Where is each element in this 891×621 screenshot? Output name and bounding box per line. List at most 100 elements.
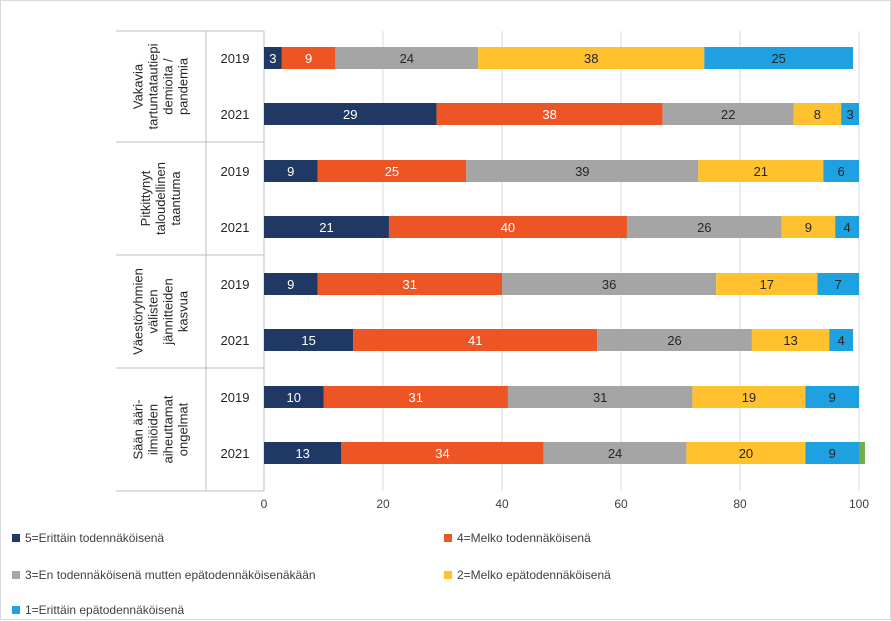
group-label-line: jännitteiden <box>161 278 176 346</box>
bar-segment <box>716 273 818 295</box>
data-label: 3 <box>846 107 853 122</box>
data-label: 24 <box>400 51 414 66</box>
data-label: 38 <box>542 107 556 122</box>
group-label-line: taloudellinen <box>153 162 168 235</box>
bar-segment <box>543 442 687 464</box>
data-label: 13 <box>783 333 797 348</box>
group-label-3: Sään ääri-ilmiöidenaiheuttamatongelmat <box>131 395 191 463</box>
year-label: 2019 <box>221 277 250 292</box>
group-label-line: Sään ääri- <box>131 400 146 460</box>
bar-segment <box>704 47 854 69</box>
data-label: 34 <box>435 446 449 461</box>
bar-segment <box>323 386 508 408</box>
group-label-line: demioita / <box>161 58 176 115</box>
bar-segment <box>502 273 717 295</box>
data-label: 24 <box>608 446 622 461</box>
data-label: 39 <box>575 164 589 179</box>
bar-segment <box>805 386 859 408</box>
data-label: 20 <box>739 446 753 461</box>
data-label: 3 <box>269 51 276 66</box>
bar-segment <box>698 160 824 182</box>
bar-segment <box>264 103 437 125</box>
data-label: 26 <box>667 333 681 348</box>
group-label-line: ongelmat <box>176 402 191 456</box>
data-label: 36 <box>602 277 616 292</box>
group-label-line: aiheuttamat <box>161 395 176 463</box>
bar-segment <box>264 386 324 408</box>
data-label: 9 <box>287 164 294 179</box>
group-label-line: kasvua <box>176 290 191 332</box>
bar-segment <box>264 216 389 238</box>
group-label-1: Pitkittynyttaloudellinentaantuma <box>138 162 183 235</box>
data-label: 26 <box>697 220 711 235</box>
data-label: 17 <box>760 277 774 292</box>
data-label: 9 <box>305 51 312 66</box>
year-label: 2019 <box>221 51 250 66</box>
bar-segment <box>597 329 752 351</box>
bar-segment <box>817 273 859 295</box>
year-label: 2021 <box>221 107 250 122</box>
bar-segment <box>507 386 693 408</box>
data-label: 22 <box>721 107 735 122</box>
bar-segment <box>692 386 806 408</box>
bar-segment <box>388 216 627 238</box>
data-label: 9 <box>829 446 836 461</box>
bar-segment <box>264 329 354 351</box>
data-label: 6 <box>838 164 845 179</box>
x-tick-label-20: 20 <box>376 497 390 511</box>
data-label: 8 <box>814 107 821 122</box>
bar-segment <box>264 160 318 182</box>
x-tick-label-0: 0 <box>261 497 268 511</box>
group-label-line: ilmiöiden <box>146 404 161 455</box>
bar-segment <box>626 216 782 238</box>
bar-segment <box>662 103 794 125</box>
bar-segment <box>805 442 859 464</box>
bar-segment <box>686 442 806 464</box>
x-tick-label-80: 80 <box>733 497 747 511</box>
group-label-line: taantuma <box>168 171 183 226</box>
bar-segment <box>317 273 502 295</box>
data-label: 7 <box>835 277 842 292</box>
data-label: 4 <box>843 220 850 235</box>
bar-segment <box>353 329 598 351</box>
data-label: 15 <box>301 333 315 348</box>
bar-segment <box>264 273 318 295</box>
data-label: 19 <box>742 390 756 405</box>
bar-segment <box>281 47 336 69</box>
bar-segment <box>478 47 705 69</box>
bar-segment <box>751 329 830 351</box>
data-label: 31 <box>408 390 422 405</box>
data-label: 38 <box>584 51 598 66</box>
data-label: 4 <box>838 333 845 348</box>
bar-segment <box>793 103 842 125</box>
group-label-2: Väestöryhmienvälistenjännitteidenkasvua <box>131 268 191 355</box>
bar-segment <box>841 103 859 125</box>
bar-segment <box>264 442 342 464</box>
x-tick-label-40: 40 <box>495 497 509 511</box>
bar-segment <box>436 103 663 125</box>
bar-segment <box>317 160 467 182</box>
data-label: 25 <box>771 51 785 66</box>
data-label: 25 <box>385 164 399 179</box>
data-label: 21 <box>319 220 333 235</box>
bar-segment <box>859 442 865 464</box>
bar-segment <box>781 216 836 238</box>
bar-segment <box>829 329 854 351</box>
data-label: 9 <box>287 277 294 292</box>
group-label-0: Vakaviatartuntatautiepidemioita /pandemi… <box>131 43 191 129</box>
data-label: 40 <box>501 220 515 235</box>
data-label: 10 <box>287 390 301 405</box>
year-label: 2019 <box>221 390 250 405</box>
group-label-line: pandemia <box>176 57 191 115</box>
bar-segment <box>341 442 544 464</box>
year-label: 2019 <box>221 164 250 179</box>
x-tick-label-100: 100 <box>849 497 869 511</box>
year-label: 2021 <box>221 446 250 461</box>
year-label: 2021 <box>221 333 250 348</box>
data-label: 29 <box>343 107 357 122</box>
data-label: 9 <box>805 220 812 235</box>
bar-segment <box>335 47 479 69</box>
bar-segment <box>264 47 282 69</box>
